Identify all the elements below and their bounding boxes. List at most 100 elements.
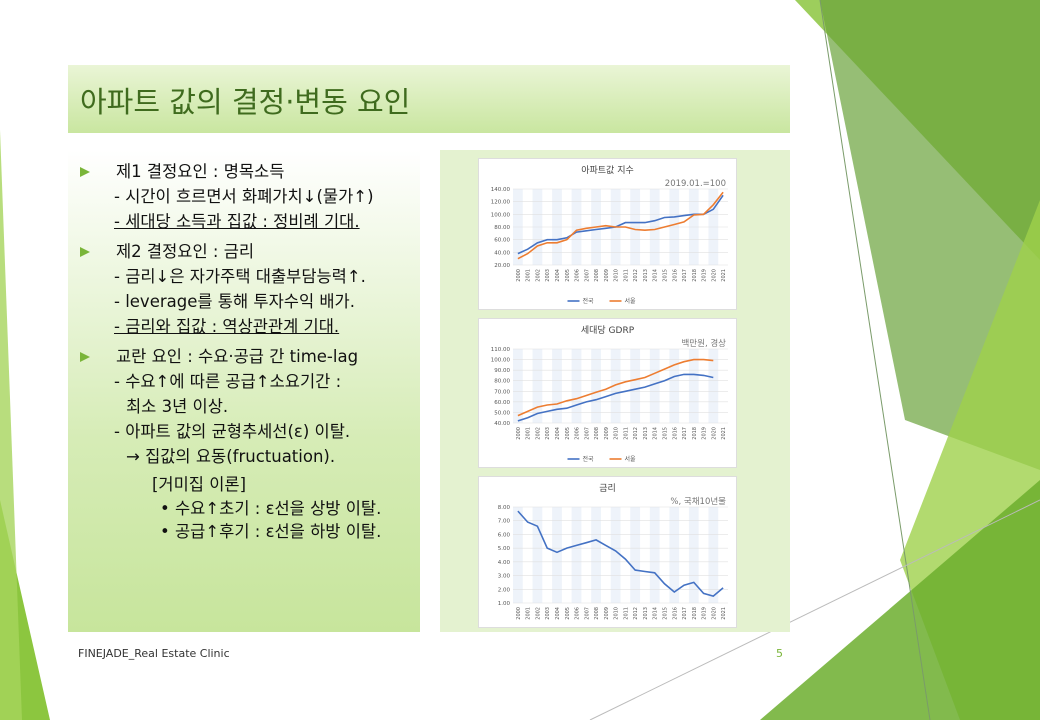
x-tick-label: 2006	[575, 269, 581, 282]
x-tick-label: 2011	[623, 269, 629, 282]
x-tick-label: 2017	[682, 269, 688, 282]
x-tick-label: 2013	[643, 269, 649, 282]
x-tick-label: 2016	[672, 607, 678, 620]
x-tick-label: 2008	[594, 427, 600, 440]
x-tick-label: 2000	[516, 607, 522, 620]
band	[630, 349, 641, 423]
y-tick-label: 90.00	[494, 368, 510, 374]
x-tick-label: 2008	[594, 269, 600, 282]
x-tick-label: 2014	[653, 607, 659, 620]
dot: •	[160, 499, 175, 518]
band	[513, 349, 523, 423]
line	[517, 510, 724, 597]
chart: 금리 %, 국채10년물 1.00 2.00 3.00 4.00 5.00 6.00 7.00 8…	[478, 476, 737, 628]
band	[532, 507, 543, 603]
x-tick-label: 2011	[623, 427, 629, 440]
sub-bullet: - 세대당 소득과 집값 : 정비례 기대.	[114, 212, 360, 231]
text-panel: 제1 결정요인 : 명목소득 - 시간이 흐르면서 화폐가치↓(물가↑) - 세대당…	[68, 150, 420, 632]
line	[517, 191, 724, 260]
x-tick-label: 2002	[535, 427, 541, 440]
legend-label: 전국	[583, 297, 595, 305]
chart-note: 2019.01.=100	[665, 179, 726, 189]
y-tick-label: 100.00	[491, 358, 511, 364]
band	[571, 349, 582, 423]
theory-text: 공급↑후기 : ε선을 하방 이탈.	[174, 522, 382, 541]
sub-bullet-cont: 최소 3년 이상.	[126, 397, 229, 416]
x-tick-label: 2006	[575, 607, 581, 620]
theory-text: 수요↑초기 : ε선을 상방 이탈.	[174, 499, 382, 518]
band	[688, 507, 699, 603]
x-tick-label: 2020	[711, 427, 717, 440]
sub-bullet: - 금리↓은 자가주택 대출부담능력↑.	[114, 267, 366, 286]
slide-title: 아파트 값의 결정·변동 요인	[68, 65, 790, 133]
x-tick-label: 2001	[526, 269, 532, 282]
y-tick-label: 40.00	[494, 421, 510, 427]
x-tick-label: 2017	[682, 607, 688, 620]
line	[517, 373, 714, 422]
theory-point: • 수요↑초기 : ε선을 상방 이탈.	[78, 497, 420, 520]
band	[708, 349, 719, 423]
x-tick-label: 2018	[692, 269, 698, 282]
chart-title: 아파트값 지수	[581, 164, 634, 176]
x-tick-label: 2010	[614, 607, 620, 620]
y-tick-label: 40.00	[494, 250, 510, 256]
x-tick-label: 2018	[692, 427, 698, 440]
band	[688, 349, 699, 423]
x-tick-label: 2019	[702, 427, 708, 440]
band	[630, 507, 641, 603]
x-tick-label: 2009	[604, 607, 610, 620]
chart-note: 백만원, 경상	[681, 338, 726, 349]
y-tick-label: 80.00	[494, 225, 510, 231]
y-tick-label: 5.00	[498, 546, 511, 552]
deco	[760, 480, 1040, 720]
band	[513, 507, 523, 603]
y-tick-label: 110.00	[491, 347, 511, 353]
x-tick-label: 2008	[594, 607, 600, 620]
y-tick-label: 60.00	[494, 238, 510, 244]
x-tick-label: 2001	[526, 607, 532, 620]
x-tick-label: 2001	[526, 427, 532, 440]
y-tick-label: 20.00	[494, 263, 510, 269]
x-tick-label: 2010	[614, 427, 620, 440]
x-tick-label: 2012	[633, 607, 639, 620]
x-tick-label: 2021	[721, 427, 727, 440]
x-tick-label: 2015	[662, 607, 668, 620]
sub-bullet: - leverage를 통해 투자수익 배가.	[114, 292, 355, 311]
deco	[819, 0, 931, 720]
bullet: 제2 결정요인 : 금리	[78, 240, 420, 264]
y-tick-label: 6.00	[498, 532, 511, 538]
line	[517, 194, 724, 255]
x-tick-label: 2012	[633, 269, 639, 282]
line	[517, 358, 714, 417]
band	[532, 349, 543, 423]
x-tick-label: 2014	[653, 269, 659, 282]
x-tick-label: 2003	[545, 607, 551, 620]
x-tick-label: 2010	[614, 269, 620, 282]
band	[669, 507, 680, 603]
x-tick-label: 2021	[721, 607, 727, 620]
x-tick-label: 2012	[633, 427, 639, 440]
band	[591, 349, 601, 423]
x-tick-label: 2021	[721, 269, 727, 282]
x-tick-label: 2004	[555, 427, 561, 440]
page-number: 5	[776, 647, 783, 660]
sub-bullet: - 수요↑에 따른 공급↑소요기간 :	[114, 372, 342, 391]
y-tick-label: 80.00	[494, 379, 510, 385]
y-tick-label: 3.00	[498, 574, 511, 580]
band	[649, 507, 660, 603]
chart: 세대당 GDRP 백만원, 경상 40.00 50.00 60.00 70.00 80.00…	[478, 318, 737, 468]
band	[649, 349, 660, 423]
band	[610, 349, 621, 423]
x-tick-label: 2007	[584, 607, 590, 620]
y-tick-label: 120.00	[491, 200, 511, 206]
deco	[589, 499, 1040, 720]
chart-title: 세대당 GDRP	[581, 325, 635, 336]
theory-point: • 공급↑후기 : ε선을 하방 이탈.	[78, 520, 420, 543]
x-tick-label: 2002	[535, 269, 541, 282]
x-tick-label: 2015	[662, 427, 668, 440]
legend-label: 서울	[625, 297, 637, 305]
deco	[0, 130, 22, 720]
y-tick-label: 1.00	[498, 601, 511, 607]
